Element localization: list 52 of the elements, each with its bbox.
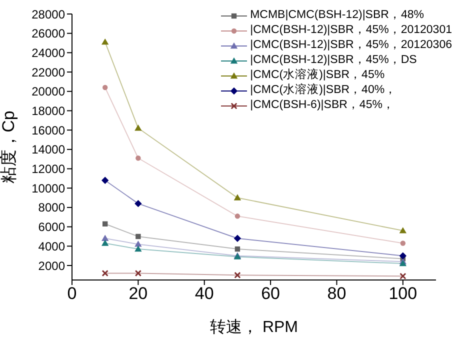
legend-label: |CMC(水溶液)|SBR，40%，	[250, 83, 397, 98]
y-tick-label: 24000	[32, 46, 66, 60]
point	[136, 234, 141, 240]
point	[234, 272, 241, 279]
y-tick-label: 22000	[32, 65, 66, 80]
x-tick-label: 20	[128, 284, 148, 304]
y-tick-label: 14000	[32, 142, 66, 157]
point	[102, 221, 108, 226]
y-tick-label: 18000	[32, 104, 66, 118]
point	[399, 252, 407, 260]
point	[234, 214, 240, 219]
legend-label: |CMC(水溶液)|SBR，45%	[250, 68, 385, 83]
x-tick-label: 100	[388, 284, 418, 304]
point	[134, 245, 142, 252]
legend-label: |CMC(BSH-12)|SBR，45%，20120306	[250, 38, 452, 53]
point	[136, 156, 141, 161]
y-tick-label: 2000	[38, 258, 66, 273]
point	[400, 272, 406, 280]
point	[101, 234, 109, 242]
y-tick-label: 10000	[32, 181, 66, 196]
y-tick-label: 26000	[32, 26, 66, 41]
point	[101, 176, 109, 184]
y-tick-label: 20000	[32, 84, 66, 99]
point	[234, 246, 240, 252]
legend-label: |CMC(BSH-12)|SBR，45%，20120301	[250, 23, 452, 38]
point	[134, 124, 142, 131]
point	[134, 240, 142, 247]
point	[234, 194, 242, 200]
y-tick-label: 6000	[38, 220, 66, 234]
point	[399, 227, 407, 234]
point	[101, 38, 109, 45]
x-tick-label: 80	[327, 284, 346, 304]
y-tick-label: 4000	[38, 239, 66, 254]
y-tick-label: 16000	[32, 123, 66, 138]
point	[102, 270, 108, 277]
x-axis-title: 转速， RPM	[210, 318, 298, 336]
y-axis-title: 粘度，Cp	[0, 110, 18, 184]
point	[400, 240, 406, 246]
point	[234, 234, 242, 242]
legend-label: |CMC(BSH-6)|SBR，45%，	[250, 98, 394, 113]
x-tick-label: 40	[194, 284, 214, 304]
point	[134, 200, 142, 208]
point	[101, 240, 109, 246]
legend-label: |CMC(BSH-12)|SBR，45%，DS	[250, 53, 417, 68]
legend-label: MCMB|CMC(BSH-12)|SBR，48%	[250, 8, 424, 23]
x-tick-label: 60	[261, 284, 280, 304]
x-tick-label: 0	[67, 284, 77, 304]
point	[102, 84, 108, 90]
y-tick-label: 8000	[38, 200, 66, 215]
point	[134, 270, 142, 277]
y-tick-label: 12000	[32, 162, 66, 176]
y-tick-label: 28000	[32, 7, 66, 22]
